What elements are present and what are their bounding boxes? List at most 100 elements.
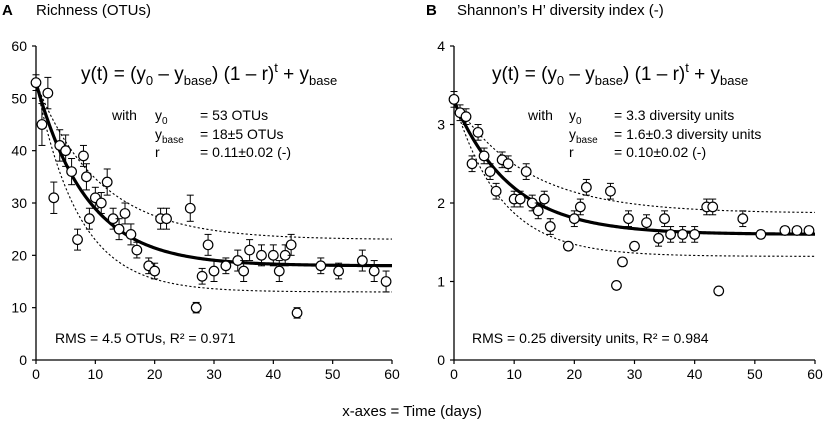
data-point xyxy=(484,163,496,180)
data-point xyxy=(368,260,380,282)
data-marker xyxy=(605,185,616,197)
data-marker xyxy=(629,240,640,252)
data-marker xyxy=(490,185,502,197)
data-point xyxy=(333,262,345,280)
eq-lead: y(t) = (y xyxy=(492,64,557,85)
data-marker xyxy=(713,285,725,297)
data-point xyxy=(36,103,48,146)
data-point xyxy=(568,210,580,228)
data-marker xyxy=(617,256,628,268)
data-point xyxy=(244,239,256,262)
data-marker xyxy=(220,260,232,272)
param-r-value-b: = 0.10±0.02 (-) xyxy=(614,144,706,160)
x-tick-label: 20 xyxy=(147,366,163,382)
data-marker xyxy=(244,244,256,256)
eq-mid1: – y xyxy=(564,64,595,85)
data-marker xyxy=(72,234,83,246)
y-tick-label: 50 xyxy=(11,90,27,106)
data-marker xyxy=(707,201,719,213)
equation-b: y(t) = (y0 – ybase) (1 – r)t + ybase xyxy=(492,60,748,88)
eq-mid1: – y xyxy=(153,64,184,85)
y-tick-label: 4 xyxy=(437,38,445,54)
eq-sup-t: t xyxy=(685,60,689,75)
data-point xyxy=(707,198,719,216)
data-point xyxy=(779,225,791,236)
data-marker xyxy=(520,166,532,178)
data-point xyxy=(149,262,161,280)
data-marker xyxy=(623,213,634,225)
y-tick-label: 30 xyxy=(11,195,27,211)
data-marker xyxy=(514,193,526,205)
data-point xyxy=(617,256,628,268)
data-marker xyxy=(538,193,550,205)
data-point xyxy=(490,182,502,200)
eq-subbase2: base xyxy=(720,73,748,88)
eq-lead: y(t) = (y xyxy=(81,64,146,85)
data-marker xyxy=(60,145,72,157)
data-marker xyxy=(291,307,303,319)
data-marker xyxy=(202,239,214,251)
eq-sub0: 0 xyxy=(557,73,564,88)
panel-letter-a: A xyxy=(2,2,13,19)
data-points-b xyxy=(448,91,815,297)
data-marker xyxy=(689,228,701,240)
panel-title-a: Richness (OTUs) xyxy=(36,2,151,19)
x-tick-label: 10 xyxy=(506,366,522,382)
data-point xyxy=(78,144,89,167)
param-ybase-b: ybase xyxy=(569,126,598,146)
data-marker xyxy=(273,265,285,277)
data-marker xyxy=(737,213,749,225)
data-marker xyxy=(36,119,48,130)
data-point xyxy=(677,226,689,243)
y-tick-label: 2 xyxy=(437,195,445,211)
data-marker xyxy=(532,205,544,217)
data-point xyxy=(562,240,574,252)
confidence-lower-curve-b xyxy=(453,100,815,257)
data-marker xyxy=(184,202,196,214)
x-tick-label: 50 xyxy=(747,366,763,382)
data-marker xyxy=(333,265,345,277)
data-point xyxy=(190,301,202,314)
data-marker xyxy=(66,166,77,178)
data-point xyxy=(184,194,196,222)
data-point xyxy=(60,134,72,167)
data-marker xyxy=(42,87,54,99)
data-marker xyxy=(81,171,92,183)
data-point xyxy=(380,270,392,293)
data-marker xyxy=(755,228,767,240)
x-tick-label: 0 xyxy=(450,366,458,382)
x-tick-label: 0 xyxy=(32,366,40,382)
data-point xyxy=(629,240,640,252)
data-point xyxy=(81,163,92,191)
data-point xyxy=(315,257,327,275)
data-point xyxy=(460,108,472,125)
data-marker xyxy=(580,181,592,193)
confidence-upper-curve-b xyxy=(453,100,816,213)
data-marker xyxy=(478,150,490,162)
data-point xyxy=(665,226,676,243)
data-marker xyxy=(641,217,652,229)
data-point xyxy=(196,267,208,285)
panel-a: A Richness (OTUs) 0 10 20 30 40 50 60 0 10 20 30 40… xyxy=(2,2,400,382)
data-marker xyxy=(502,158,514,170)
data-marker xyxy=(356,255,368,266)
y-tick-label: 60 xyxy=(11,38,27,54)
param-r-a: r xyxy=(155,144,160,160)
data-point xyxy=(202,233,214,256)
data-point xyxy=(641,214,652,231)
y-tick-label: 0 xyxy=(437,352,445,368)
data-marker xyxy=(562,240,574,252)
data-marker xyxy=(653,232,664,244)
data-marker xyxy=(285,239,297,251)
data-marker xyxy=(208,265,220,277)
data-marker xyxy=(466,158,478,170)
param-ybase-value-b: = 1.6±0.3 diversity units xyxy=(614,126,761,142)
data-marker xyxy=(368,265,380,277)
param-y0-value-a: = 53 OTUs xyxy=(200,107,268,123)
fit-curve-b xyxy=(452,100,816,236)
rms-text-b: RMS = 0.25 diversity units, R² = 0.984 xyxy=(472,330,709,346)
data-marker xyxy=(196,270,208,282)
data-point xyxy=(131,241,143,259)
ticks-b: 0 10 20 30 40 50 60 0 1 2 3 4 xyxy=(437,38,823,382)
data-point xyxy=(737,210,749,228)
